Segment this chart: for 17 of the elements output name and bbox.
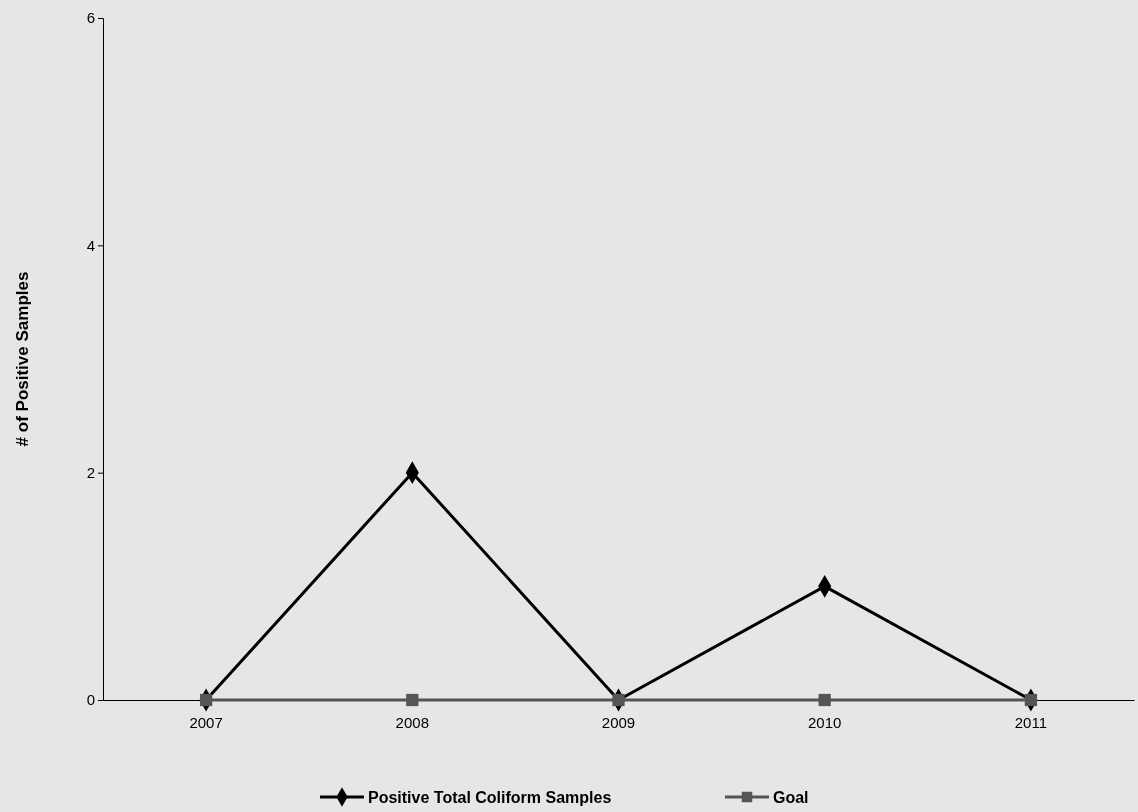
legend-label: Goal <box>773 788 809 806</box>
y-tick-label: 0 <box>86 691 95 709</box>
x-tick-label: 2010 <box>808 714 842 731</box>
x-tick-label: 2011 <box>1014 714 1048 731</box>
y-axis-title: # of Positive Samples <box>13 271 32 447</box>
x-tick-label: 2008 <box>395 714 429 731</box>
x-tick-label: 2007 <box>189 714 223 731</box>
point <box>818 693 831 707</box>
y-tick-label: 4 <box>86 236 95 254</box>
point <box>406 693 419 707</box>
y-tick-label: 2 <box>86 463 95 481</box>
point <box>612 693 625 707</box>
point <box>1024 693 1038 707</box>
x-tick-label: 2009 <box>601 714 636 731</box>
point <box>199 693 213 707</box>
y-tick-label: 6 <box>86 9 95 27</box>
legend-label: Positive Total Coliform Samples <box>368 788 612 806</box>
